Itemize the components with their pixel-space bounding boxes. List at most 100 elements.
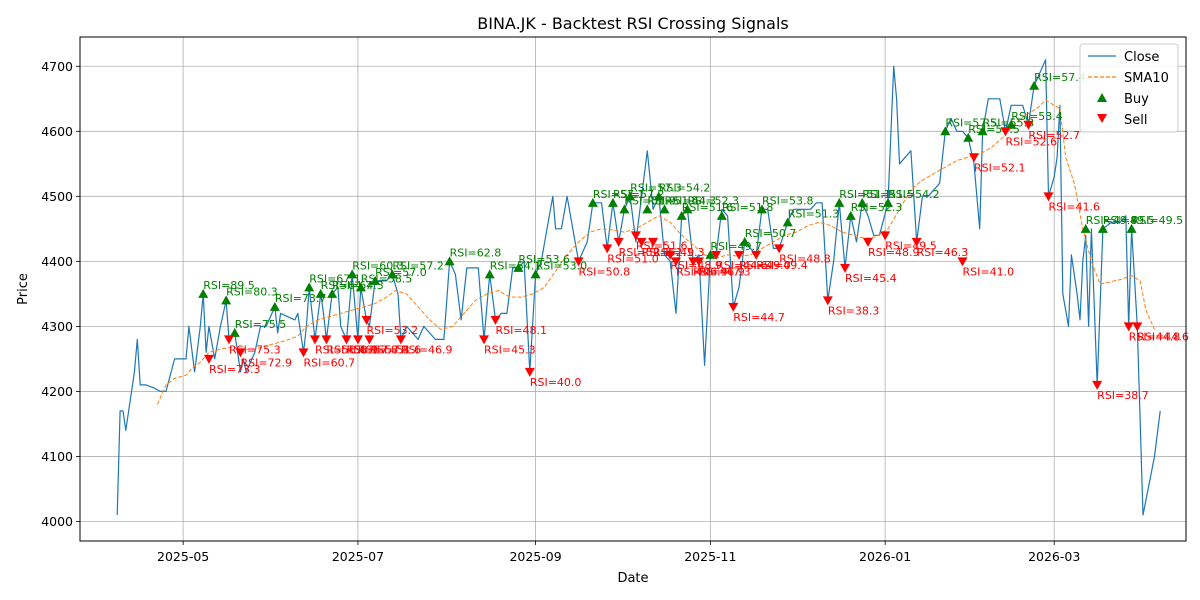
sell-signal-marker: [341, 335, 352, 345]
buy-signal-label: RSI=57.5: [945, 116, 997, 129]
buy-signal-label: RSI=52.3: [851, 201, 903, 214]
chart-title: BINA.JK - Backtest RSI Crossing Signals: [477, 14, 788, 33]
sell-signal-marker: [1000, 127, 1011, 137]
sell-signal-label: RSI=57.8: [346, 343, 398, 356]
sell-signal-marker: [774, 244, 785, 254]
buy-signal-label: RSI=51.6: [682, 201, 734, 214]
sell-signal-marker: [352, 335, 363, 345]
sell-signal-label: RSI=52.7: [1028, 129, 1080, 142]
buy-signal-label: RSI=54.2: [659, 181, 711, 194]
sell-signal-label: RSI=58.6: [315, 343, 367, 356]
sell-signal-label: RSI=44.7: [733, 311, 785, 324]
buy-signal-label: RSI=73.7: [275, 292, 327, 305]
x-tick-label: 2025-11: [684, 549, 736, 564]
buy-signal-marker: [782, 217, 793, 227]
buy-signal-marker: [1080, 223, 1091, 233]
buy-signal-label: RSI=57.2: [613, 188, 665, 201]
sell-signal-label: RSI=48.9: [868, 246, 920, 259]
legend: Close SMA10 Buy Sell: [1079, 43, 1179, 133]
sell-signal-marker: [751, 250, 762, 260]
sell-signal-label: RSI=50.8: [579, 265, 631, 278]
sma10-line: [156, 99, 1155, 405]
buy-signal-label: RSI=60.3: [352, 259, 404, 272]
buy-signal-marker: [659, 204, 670, 214]
sell-signal-marker: [665, 250, 676, 260]
legend-close-label: Close: [1124, 50, 1159, 65]
sell-signal-marker: [734, 250, 745, 260]
sell-signal-label: RSI=49.4: [756, 259, 808, 272]
sell-signal-marker: [957, 257, 968, 267]
sell-signal-label: RSI=41.0: [963, 265, 1015, 278]
legend-sell-marker: [1097, 114, 1107, 123]
legend-sma-label: SMA10: [1124, 71, 1169, 86]
y-axis-label: Price: [16, 273, 31, 305]
sell-signal-marker: [1092, 380, 1103, 390]
buy-signal-marker: [513, 262, 524, 272]
y-tick-label: 4700: [41, 59, 73, 74]
sell-signal-label: RSI=49.5: [885, 239, 937, 252]
sell-signal-marker: [1132, 322, 1143, 332]
sell-signal-label: RSI=72.9: [240, 356, 292, 369]
sell-signal-marker: [968, 153, 979, 163]
plot-frame: [79, 36, 1187, 542]
y-tick-label: 4200: [41, 384, 73, 399]
sell-signal-label: RSI=41.6: [1048, 200, 1100, 213]
sell-signal-marker: [670, 257, 681, 267]
buy-signal-label: RSI=49.5: [1132, 214, 1184, 227]
buy-signal-marker: [304, 282, 315, 292]
sell-signal-marker: [364, 335, 375, 345]
legend-box: [1079, 43, 1179, 133]
y-tick-label: 4000: [41, 514, 73, 529]
buy-signal-label: RSI=51.9: [624, 194, 676, 207]
buy-signal-marker: [1029, 80, 1040, 90]
sell-signal-marker: [862, 237, 873, 247]
buy-signal-marker: [607, 197, 618, 207]
sell-signal-marker: [1123, 322, 1134, 332]
sell-signal-label: RSI=47.3: [699, 265, 751, 278]
x-tick-label: 2026-03: [1028, 549, 1080, 564]
buy-signal-label: RSI=50.7: [745, 227, 797, 240]
buy-signal-label: RSI=49.8: [1086, 214, 1138, 227]
buy-signal-marker: [484, 269, 495, 279]
sell-signal-marker: [490, 315, 501, 325]
sell-signal-marker: [203, 354, 214, 364]
sell-signal-marker: [693, 257, 704, 267]
plot-background: [80, 37, 1186, 541]
buy-signal-label: RSI=75.5: [235, 318, 287, 331]
buy-signal-marker: [619, 204, 630, 214]
sell-signal-label: RSI=49.3: [653, 246, 705, 259]
sell-signal-label: RSI=44.6: [1137, 330, 1189, 343]
buy-signal-marker: [355, 282, 366, 292]
buy-signal-label: RSI=51.1: [839, 188, 891, 201]
buy-signal-marker: [1006, 119, 1017, 129]
buy-signal-marker: [347, 269, 358, 279]
sell-signal-marker: [223, 335, 234, 345]
buy-signal-marker: [1097, 223, 1108, 233]
sell-signal-marker: [822, 296, 833, 306]
sell-signal-marker: [321, 335, 332, 345]
sell-signal-label: RSI=38.7: [1097, 389, 1149, 402]
buy-signal-label: RSI=51.3: [788, 207, 840, 220]
buy-signal-marker: [857, 197, 868, 207]
buy-signal-marker: [977, 126, 988, 136]
buy-signal-marker: [653, 191, 664, 201]
sell-signal-marker: [648, 237, 659, 247]
buy-signal-marker: [269, 301, 280, 311]
x-tick-label: 2025-07: [332, 549, 384, 564]
buy-signal-marker: [642, 204, 653, 214]
buy-signal-label: RSI=54.1: [490, 259, 542, 272]
buy-signal-marker: [739, 236, 750, 246]
sell-signal-marker: [361, 315, 372, 325]
buy-signal-marker: [845, 210, 856, 220]
buy-signal-marker: [940, 126, 951, 136]
sell-signal-marker: [1043, 192, 1054, 202]
sell-signal-label: RSI=38.3: [828, 304, 880, 317]
legend-buy-marker: [1097, 93, 1107, 102]
buy-signal-label: RSI=55.8: [983, 116, 1035, 129]
sell-signal-label: RSI=53.2: [367, 324, 419, 337]
buy-signal-label: RSI=54.2: [888, 188, 940, 201]
y-tick-label: 4500: [41, 189, 73, 204]
buy-signal-label: RSI=89.5: [203, 279, 255, 292]
legend-buy-label: Buy: [1124, 92, 1149, 107]
